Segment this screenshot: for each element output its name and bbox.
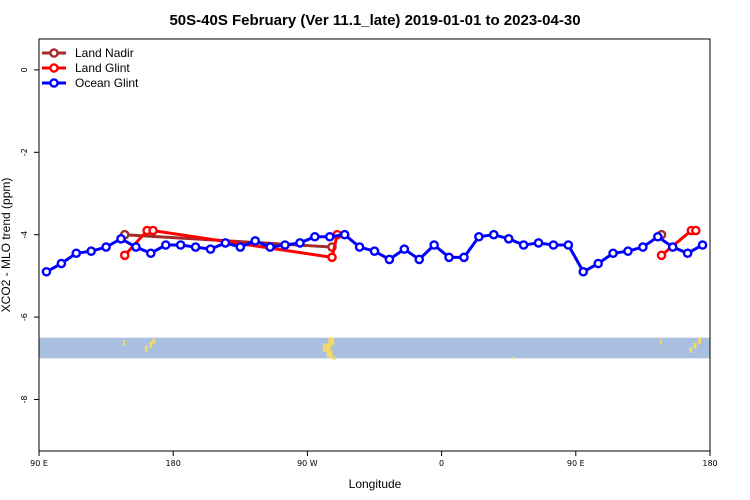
land-patch [328, 337, 335, 346]
data-point [444, 252, 454, 263]
chart-title: 50S-40S February (Ver 11.1_late) 2019-01… [169, 12, 580, 29]
data-point [384, 254, 395, 265]
data-point [518, 240, 529, 250]
series-layer [41, 225, 708, 277]
legend-marker [49, 48, 59, 58]
series-land-glint [119, 225, 701, 263]
data-point [503, 234, 514, 244]
data-point [623, 246, 633, 256]
data-point [638, 242, 648, 252]
land-patch [332, 356, 336, 360]
data-point [324, 231, 335, 242]
land-patch [659, 338, 662, 345]
x-tick-label: 90 E [30, 459, 48, 468]
data-point [205, 244, 216, 254]
x-tick-label: 180 [166, 459, 181, 468]
data-point [131, 242, 141, 252]
x-axis-label: Longitude [349, 477, 402, 491]
y-tick-label: 0 [20, 67, 29, 72]
data-point [474, 231, 484, 242]
data-point [250, 236, 261, 246]
data-point [533, 238, 544, 248]
legend-marker [49, 78, 59, 88]
data-point [691, 225, 701, 236]
land-patch [322, 343, 331, 352]
y-axis-label: XCO2 - MLO trend (ppm) [0, 178, 13, 313]
y-tick-label: -4 [20, 231, 29, 239]
data-point [369, 246, 380, 256]
data-point [563, 240, 574, 250]
x-tick-label: 90 W [297, 459, 318, 468]
data-point [148, 225, 158, 236]
data-point [146, 248, 156, 259]
data-point [71, 248, 82, 259]
data-point [190, 242, 201, 252]
data-point [220, 238, 231, 248]
data-point [280, 240, 290, 250]
data-point [101, 242, 111, 252]
data-point [697, 240, 708, 250]
data-point [593, 258, 603, 269]
data-point [682, 248, 693, 259]
data-point [265, 242, 275, 252]
data-point [160, 240, 171, 250]
data-point [429, 240, 439, 250]
data-point [399, 244, 410, 254]
data-point [41, 266, 52, 277]
map-band [39, 337, 710, 360]
land-patch [512, 356, 515, 359]
land-patch [152, 338, 156, 344]
legend-marker [49, 63, 59, 73]
land-patch [689, 347, 693, 353]
land-patch [144, 345, 148, 352]
data-point [667, 242, 678, 252]
data-point [578, 266, 589, 277]
x-tick-label: 180 [702, 459, 717, 468]
data-point [339, 229, 350, 240]
legend-label: Land Glint [75, 61, 130, 75]
data-point [354, 242, 365, 252]
data-point [656, 250, 667, 261]
data-point [653, 231, 663, 242]
data-point [56, 258, 67, 269]
data-point [608, 248, 618, 259]
data-point [327, 252, 337, 263]
land-patch [698, 337, 702, 344]
data-point [119, 250, 130, 261]
land-patch [693, 342, 697, 349]
data-point [548, 240, 559, 250]
data-point [310, 231, 320, 242]
y-tick-label: -8 [20, 396, 29, 404]
x-tick-label: 90 E [567, 459, 585, 468]
data-point [295, 238, 305, 248]
data-point [175, 240, 186, 250]
land-patch [326, 350, 333, 358]
data-point [116, 234, 126, 244]
legend-label: Land Nadir [75, 46, 134, 60]
plot-frame [38, 38, 711, 452]
data-point [86, 246, 96, 256]
data-point [235, 242, 246, 252]
axes: 90 E 180 90 W 0 90 E 180 0 -2 -4 -6 -8 [20, 38, 718, 468]
data-point [414, 254, 425, 265]
land-patch [149, 341, 153, 348]
x-tick-label: 0 [439, 459, 444, 468]
ocean-band [39, 337, 710, 359]
land-patch [122, 339, 125, 346]
y-tick-label: -6 [20, 313, 29, 321]
data-point [488, 229, 499, 240]
data-point [459, 252, 469, 263]
legend-label: Ocean Glint [75, 76, 139, 90]
y-tick-label: -2 [20, 148, 29, 156]
series-ocean-glint [41, 229, 708, 277]
